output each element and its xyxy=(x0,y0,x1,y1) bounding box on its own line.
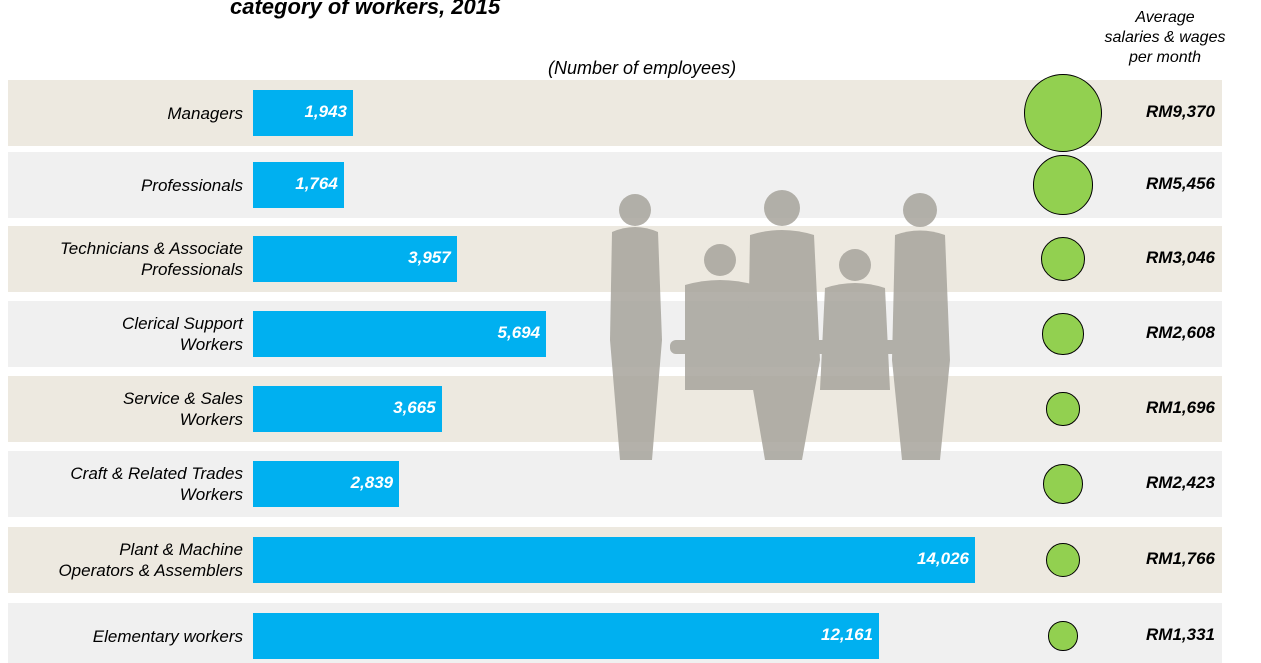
salary-label: RM1,766 xyxy=(1146,549,1215,568)
value-label: 1,943 xyxy=(304,102,348,121)
bubble xyxy=(1042,313,1084,355)
subtitle: (Number of employees) xyxy=(548,58,737,78)
category-label: Elementary workers xyxy=(92,626,243,646)
value-label: 1,764 xyxy=(295,174,338,193)
bar xyxy=(253,90,354,136)
value-label: 5,694 xyxy=(497,323,541,342)
category-label: Service & Sales Workers xyxy=(123,389,243,429)
salary-label: RM2,423 xyxy=(1146,473,1215,492)
bar xyxy=(253,461,400,507)
salary-label: RM1,696 xyxy=(1146,398,1215,417)
bar xyxy=(253,537,975,583)
bubble xyxy=(1043,464,1083,504)
bar xyxy=(253,386,442,432)
category-label: Craft & Related Trades Workers xyxy=(70,464,243,504)
row-band xyxy=(8,80,1222,146)
bubble xyxy=(1046,392,1080,426)
people-silhouette xyxy=(610,190,950,460)
chart-title: category of workers, 2015 xyxy=(230,0,501,19)
salary-label: RM1,331 xyxy=(1146,625,1215,644)
bubble xyxy=(1024,74,1102,152)
category-label: Managers xyxy=(167,103,243,123)
category-label: Professionals xyxy=(140,175,243,195)
value-label: 14,026 xyxy=(917,549,969,568)
salary-label: RM3,046 xyxy=(1146,248,1215,267)
bar xyxy=(253,613,879,659)
bubble xyxy=(1046,543,1080,577)
bar xyxy=(253,311,547,357)
bar xyxy=(253,162,344,208)
salary-label: RM2,608 xyxy=(1146,323,1215,342)
bubble xyxy=(1040,236,1086,282)
bubble xyxy=(1048,621,1078,651)
row-band xyxy=(8,152,1222,218)
bubble-title: Average salaries & wages per month xyxy=(1104,9,1226,66)
value-label: 2,839 xyxy=(350,473,394,492)
category-label: Plant & Machine Operators & Assemblers xyxy=(58,540,243,580)
category-label: Technicians & Associate Professionals xyxy=(59,239,243,279)
category-label: Clerical Support Workers xyxy=(122,314,243,354)
salary-label: RM5,456 xyxy=(1146,174,1215,193)
value-label: 3,957 xyxy=(408,248,451,267)
bar xyxy=(253,236,457,282)
bubble xyxy=(1033,155,1093,215)
value-label: 3,665 xyxy=(393,398,436,417)
row-band xyxy=(8,451,1222,517)
salary-label: RM9,370 xyxy=(1146,102,1215,121)
value-label: 12,161 xyxy=(820,625,873,644)
